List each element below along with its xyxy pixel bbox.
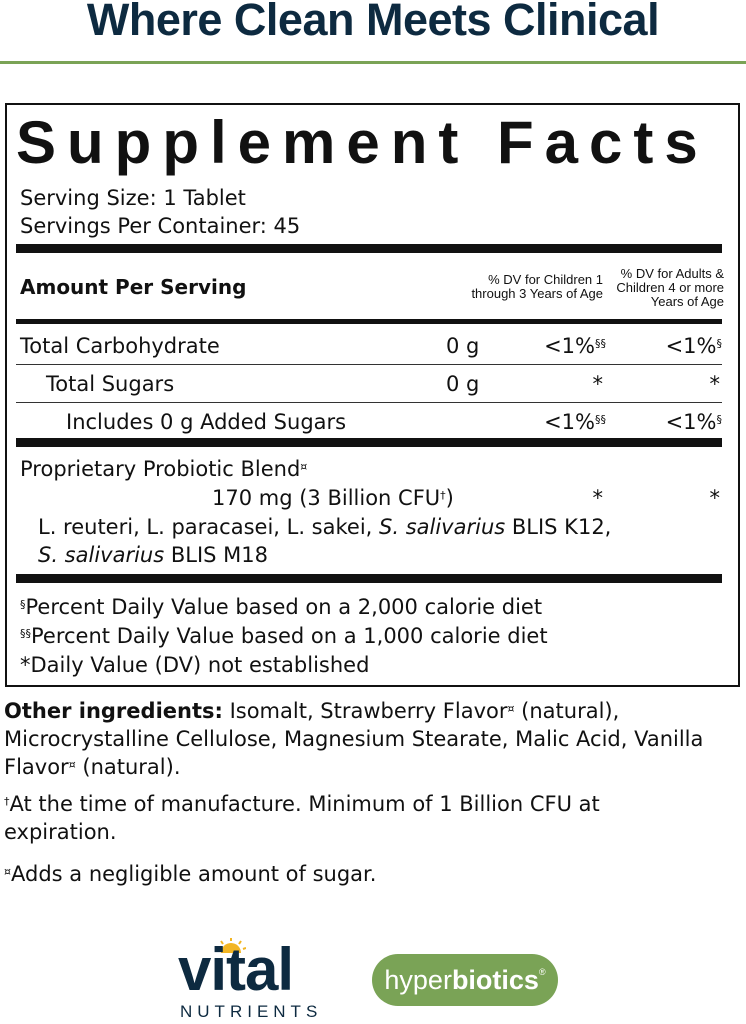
dv-children: <1%§§ [544, 334, 606, 358]
divider [16, 574, 722, 583]
nutrient-name: Total Sugars [46, 372, 175, 396]
sun-icon [216, 938, 246, 953]
dv-children: * [592, 372, 604, 396]
panel-title: Supplement Facts [16, 109, 709, 176]
other-ingredients: Other ingredients: Isomalt, Strawberry F… [4, 699, 704, 779]
footnote: §§Percent Daily Value based on a 1,000 c… [20, 624, 548, 648]
nutrient-name: Total Carbohydrate [20, 334, 220, 358]
dv-adults-header: % DV for Adults & Children 4 or more Years… [616, 266, 724, 309]
divider [16, 319, 722, 324]
vital-nutrients-subtitle: NUTRIENTS [180, 1002, 323, 1021]
footnote: §Percent Daily Value based on a 2,000 ca… [20, 595, 543, 619]
divider [0, 61, 746, 64]
dagger-note: †At the time of manufacture. Minimum of … [4, 792, 600, 844]
dv-children-header: % DV for Children 1 through 3 Years of Ag… [471, 272, 603, 301]
nutrient-amount: 0 g [446, 334, 480, 358]
dv-children: * [592, 486, 604, 510]
dv-adults: * [709, 372, 721, 396]
blend-name: Proprietary Probiotic Blend¤ [20, 457, 308, 481]
blend-amount: 170 mg (3 Billion CFU†) [212, 486, 454, 510]
divider [16, 402, 722, 403]
dv-adults: * [709, 486, 721, 510]
nutrient-amount: 0 g [446, 372, 480, 396]
divider [16, 244, 722, 253]
amount-per-serving: Amount Per Serving [20, 275, 247, 299]
supplement-facts-panel [5, 103, 740, 687]
divider [16, 438, 722, 447]
vital-nutrients-logo: vital [178, 936, 294, 1003]
hyperbiotics-logo: hyperbiotics® [372, 954, 558, 1006]
sugar-note: ¤Adds a negligible amount of sugar. [4, 862, 377, 886]
dv-adults: <1%§ [665, 410, 722, 434]
nutrient-name: Includes 0 g Added Sugars [66, 410, 347, 434]
dv-adults: <1%§ [665, 334, 722, 358]
blend-strains: L. reuteri, L. paracasei, L. sakei, S. s… [38, 515, 612, 539]
footnote: *Daily Value (DV) not established [20, 653, 370, 677]
headline: Where Clean Meets Clinical [86, 0, 660, 45]
divider [16, 364, 722, 365]
blend-strains-2: S. salivarius BLIS M18 [38, 543, 269, 567]
serving-size: Serving Size: 1 Tablet [20, 186, 246, 210]
dv-children: <1%§§ [544, 410, 606, 434]
servings-per-container: Servings Per Container: 45 [20, 214, 301, 238]
